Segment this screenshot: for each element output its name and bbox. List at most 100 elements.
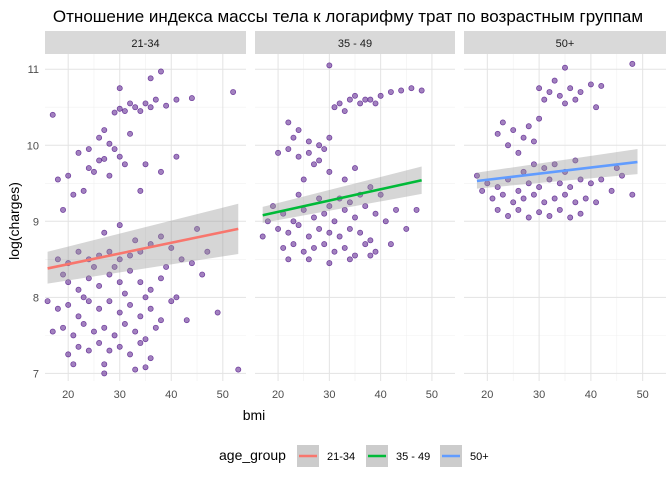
data-point: [116, 153, 123, 160]
data-point: [290, 134, 297, 141]
data-point: [142, 161, 149, 168]
y-tick-label: 11: [28, 64, 39, 76]
data-point: [587, 81, 594, 88]
y-axis-title: log(charges): [6, 182, 22, 260]
data-point: [106, 347, 113, 354]
data-point: [336, 233, 343, 240]
data-point: [305, 256, 312, 263]
data-point: [536, 184, 543, 191]
data-point: [326, 203, 333, 210]
data-point: [362, 203, 369, 210]
data-point: [54, 256, 61, 263]
data-point: [341, 244, 348, 251]
data-point: [515, 149, 522, 156]
data-point: [367, 237, 374, 244]
data-point: [629, 191, 636, 198]
legend: age_group 21-34 35 - 49 50+: [219, 445, 489, 467]
data-point: [572, 96, 579, 103]
data-point: [106, 140, 113, 147]
facet-strip-label: 35 - 49: [338, 38, 372, 50]
data-point: [398, 87, 405, 94]
data-point: [173, 96, 180, 103]
y-tick-label: 7: [33, 368, 39, 380]
data-point: [372, 100, 379, 107]
x-tick-label: 30: [533, 389, 545, 401]
data-point: [362, 241, 369, 248]
data-point: [530, 138, 537, 145]
data-point: [577, 89, 584, 95]
data-point: [116, 343, 123, 350]
data-point: [230, 89, 237, 95]
data-point: [158, 68, 164, 75]
data-point: [111, 332, 118, 339]
data-point: [494, 206, 501, 213]
data-point: [111, 263, 118, 270]
data-point: [285, 119, 292, 126]
data-point: [188, 260, 195, 267]
data-point: [341, 206, 348, 213]
facet-strip-label: 50+: [556, 38, 575, 50]
data-point: [346, 225, 353, 232]
data-point: [188, 95, 195, 102]
data-point: [60, 324, 66, 331]
data-point: [96, 282, 103, 289]
data-point: [158, 317, 164, 324]
data-point: [536, 85, 543, 92]
data-point: [75, 248, 82, 255]
data-point: [382, 218, 389, 225]
data-point: [142, 294, 149, 301]
data-point: [168, 298, 175, 305]
data-point: [499, 119, 506, 126]
data-point: [311, 244, 317, 251]
data-point: [551, 195, 558, 202]
data-point: [80, 321, 87, 327]
data-point: [280, 244, 287, 251]
x-tick-label: 40: [375, 389, 387, 401]
data-point: [290, 241, 297, 248]
data-point: [336, 100, 343, 107]
data-point: [127, 100, 133, 107]
data-point: [619, 172, 625, 179]
x-tick-label: 20: [272, 389, 284, 401]
data-point: [264, 218, 271, 225]
data-point: [326, 134, 333, 141]
data-point: [116, 309, 123, 316]
data-point: [96, 305, 103, 312]
data-point: [96, 157, 103, 164]
data-point: [75, 343, 82, 350]
data-point: [525, 180, 532, 187]
data-point: [132, 104, 139, 111]
data-point: [562, 100, 568, 107]
data-point: [127, 351, 133, 358]
data-point: [556, 206, 563, 213]
trend-line: [262, 178, 422, 217]
data-point: [346, 256, 353, 263]
data-point: [525, 214, 532, 221]
data-point: [49, 111, 56, 118]
data-point: [567, 85, 574, 92]
data-point: [316, 225, 323, 232]
data-point: [387, 241, 394, 248]
data-point: [377, 92, 384, 99]
data-point: [163, 102, 170, 109]
chart-title: Отношение индекса массы тела к логарифму…: [53, 7, 643, 26]
legend-label: 21-34: [327, 451, 355, 463]
facets-layer: 21-34 20 30 40 50 7 8 9 10 11 35 - 49 20 30 40 50 50+ 20…: [27, 31, 666, 401]
data-point: [494, 184, 501, 191]
legend-item-2: 35 - 49: [366, 445, 430, 467]
x-tick-label: 30: [114, 389, 126, 401]
data-point: [137, 108, 144, 114]
data-point: [163, 263, 170, 270]
data-point: [142, 100, 149, 107]
data-point: [572, 199, 579, 206]
data-point: [106, 271, 113, 278]
data-point: [598, 82, 605, 89]
data-point: [116, 105, 123, 112]
data-point: [587, 180, 594, 187]
data-point: [546, 89, 553, 95]
data-point: [147, 104, 154, 111]
data-point: [331, 218, 338, 225]
data-point: [75, 286, 82, 293]
